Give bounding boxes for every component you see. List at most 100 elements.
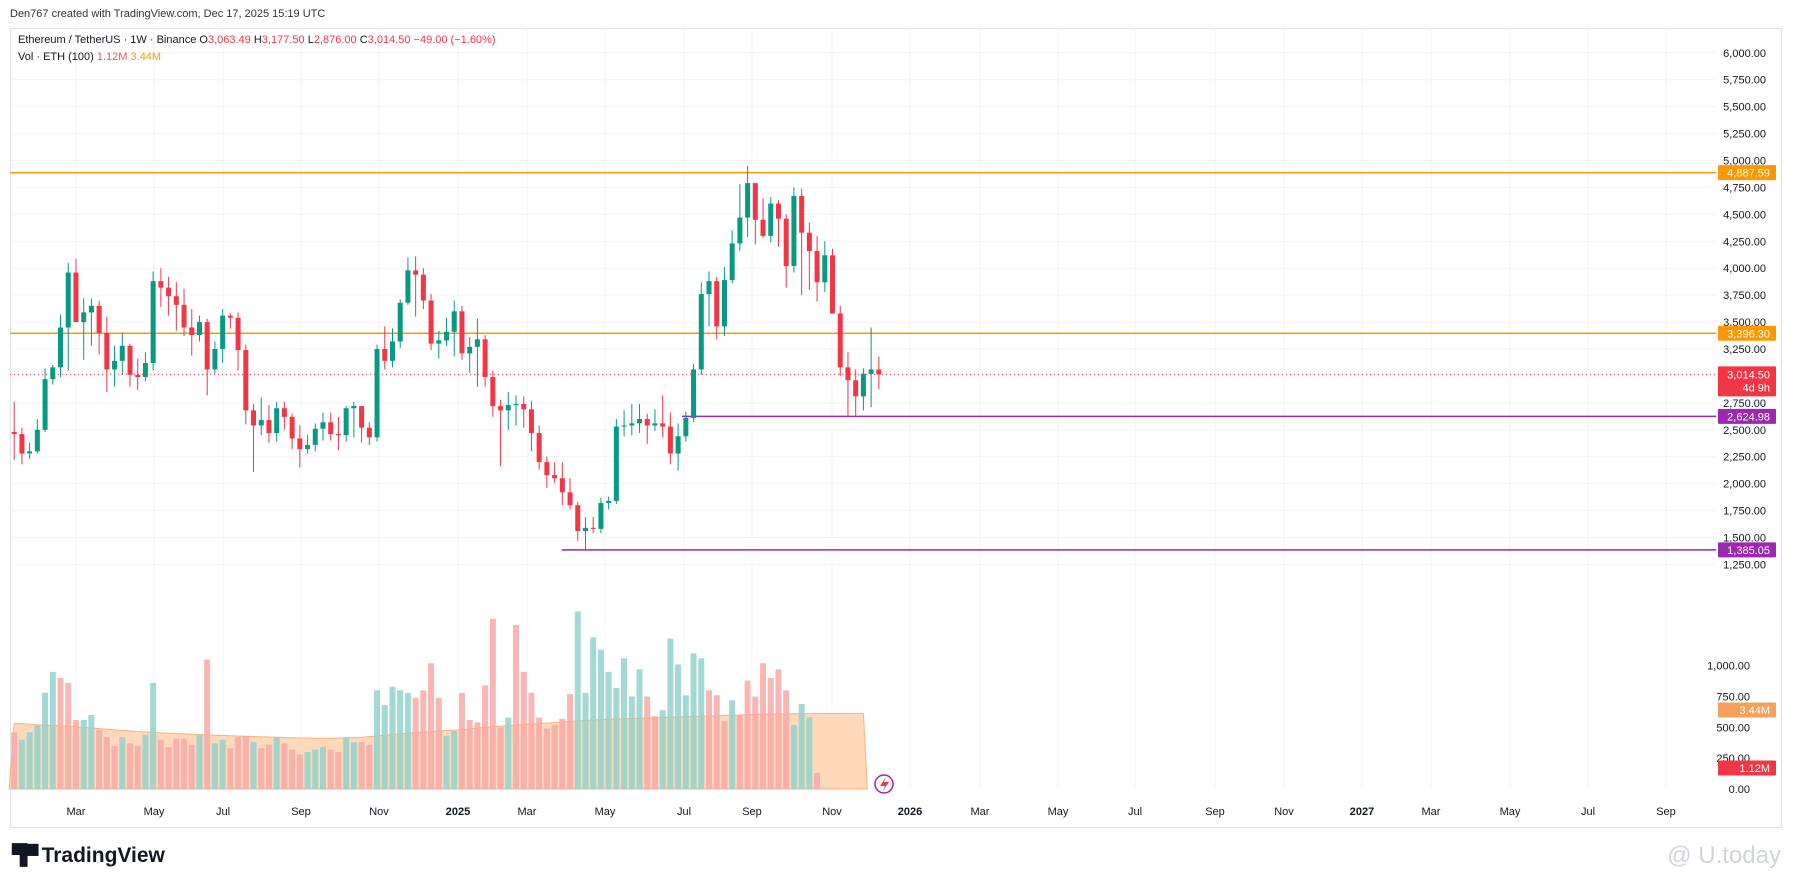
volume-bar xyxy=(343,737,350,789)
candle-body xyxy=(150,281,156,364)
time-tick-label: May xyxy=(1048,806,1069,818)
time-tick-label: Nov xyxy=(1274,806,1294,818)
volume-bar xyxy=(181,738,188,789)
candle-body xyxy=(837,313,843,368)
volume-last-badge xyxy=(1718,760,1776,776)
volume-bar xyxy=(157,739,164,789)
volume-bar xyxy=(760,663,767,789)
volume-bar xyxy=(458,692,465,789)
volume-bar xyxy=(173,738,180,789)
time-tick-label: Jul xyxy=(216,806,230,818)
price-tick-label: 1,250.00 xyxy=(1723,559,1766,571)
volume-bar xyxy=(698,658,705,789)
grid-lines xyxy=(10,28,1715,788)
volume-bar xyxy=(374,690,381,789)
candle-body xyxy=(637,419,643,424)
candle-body xyxy=(196,322,202,336)
time-tick-label: May xyxy=(1500,806,1521,818)
candle-body xyxy=(382,349,388,361)
candle-body xyxy=(444,331,450,341)
volume-bar xyxy=(150,682,157,789)
price-tick-label: 6,000.00 xyxy=(1723,48,1766,60)
candle-body xyxy=(351,406,357,409)
candle-body xyxy=(251,410,257,426)
candle-body xyxy=(552,475,558,479)
close-label: C xyxy=(359,34,368,46)
chart-frame xyxy=(10,28,1782,828)
volume-bar xyxy=(273,737,280,789)
price-tick-label: 2,500.00 xyxy=(1723,425,1766,437)
volume-tick-label: 0.00 xyxy=(1729,784,1750,796)
volume-bar xyxy=(814,772,821,789)
volume-bar xyxy=(613,687,620,789)
volume-bar xyxy=(767,678,774,789)
volume-bar xyxy=(798,703,805,789)
volume-bar xyxy=(783,690,790,789)
price-tick-label: 4,000.00 xyxy=(1723,263,1766,275)
level-badge xyxy=(1718,408,1776,424)
volume-bar xyxy=(119,737,126,789)
candle-body xyxy=(775,203,781,219)
price-tick-label: 5,250.00 xyxy=(1723,129,1766,141)
close-value: 3,014.50 xyxy=(367,34,411,46)
volume-bar xyxy=(567,694,574,789)
candle-body xyxy=(420,274,426,301)
volume-bar xyxy=(412,697,419,789)
candle-body xyxy=(474,339,480,347)
price-tick-label: 4,500.00 xyxy=(1723,209,1766,221)
candle-body xyxy=(621,425,627,427)
time-tick-label: Mar xyxy=(971,806,990,818)
candle-body xyxy=(34,429,40,452)
volume-bar xyxy=(235,737,242,789)
candle-body xyxy=(675,436,681,454)
volume-bar xyxy=(489,618,496,789)
volume-bar xyxy=(428,663,435,789)
volume-bar xyxy=(26,732,33,789)
volume-bar xyxy=(258,748,265,789)
candle-body xyxy=(521,403,527,410)
candle-body xyxy=(166,287,172,297)
candle-body xyxy=(482,339,488,378)
candle-body xyxy=(737,217,743,244)
price-tick-label: 1,750.00 xyxy=(1723,506,1766,518)
candle-body xyxy=(274,408,280,434)
open-label: O xyxy=(199,34,208,46)
volume-bar xyxy=(327,749,334,789)
candle-body xyxy=(405,270,411,303)
level-badge-label: 3,396.30 xyxy=(1727,328,1770,340)
candle-body xyxy=(652,423,658,426)
candle-body xyxy=(683,417,689,437)
price-badges: 4,887.59 3,396.30 2,624.98 1,385.05 3,014.50… xyxy=(1718,165,1776,776)
candle-body xyxy=(606,500,612,504)
volume-bar xyxy=(659,710,666,789)
change-value: −49.00 (−1.60%) xyxy=(413,34,496,46)
time-tick-label: Sep xyxy=(1205,806,1225,818)
volume-bar xyxy=(536,717,543,789)
volume-bar xyxy=(96,729,103,789)
price-tick-label: 2,750.00 xyxy=(1723,398,1766,410)
volume-bar xyxy=(80,719,87,789)
volume-bar xyxy=(265,744,272,789)
volume-bar xyxy=(443,735,450,789)
tradingview-logo[interactable]: ▜▀ TradingView xyxy=(12,843,165,868)
candle-body xyxy=(814,250,820,283)
candle-body xyxy=(536,433,542,463)
volume-bar xyxy=(350,742,357,789)
candle-body xyxy=(359,406,365,428)
candle-body xyxy=(58,327,64,368)
candle-body xyxy=(343,408,349,436)
candle-body xyxy=(42,379,48,430)
volume-bar xyxy=(582,692,589,789)
volume-bar xyxy=(644,696,651,789)
candle-body xyxy=(544,462,550,476)
volume-bar xyxy=(165,747,172,789)
volume-bar xyxy=(18,739,25,789)
candle-body xyxy=(760,219,766,236)
volume-bar xyxy=(11,732,18,789)
time-tick-label: Sep xyxy=(291,806,311,818)
candle-body xyxy=(181,304,187,328)
candle-body xyxy=(590,527,596,529)
volume-title: Vol · ETH (100) xyxy=(18,51,94,63)
watermark-text: @ U.today xyxy=(1667,842,1781,869)
